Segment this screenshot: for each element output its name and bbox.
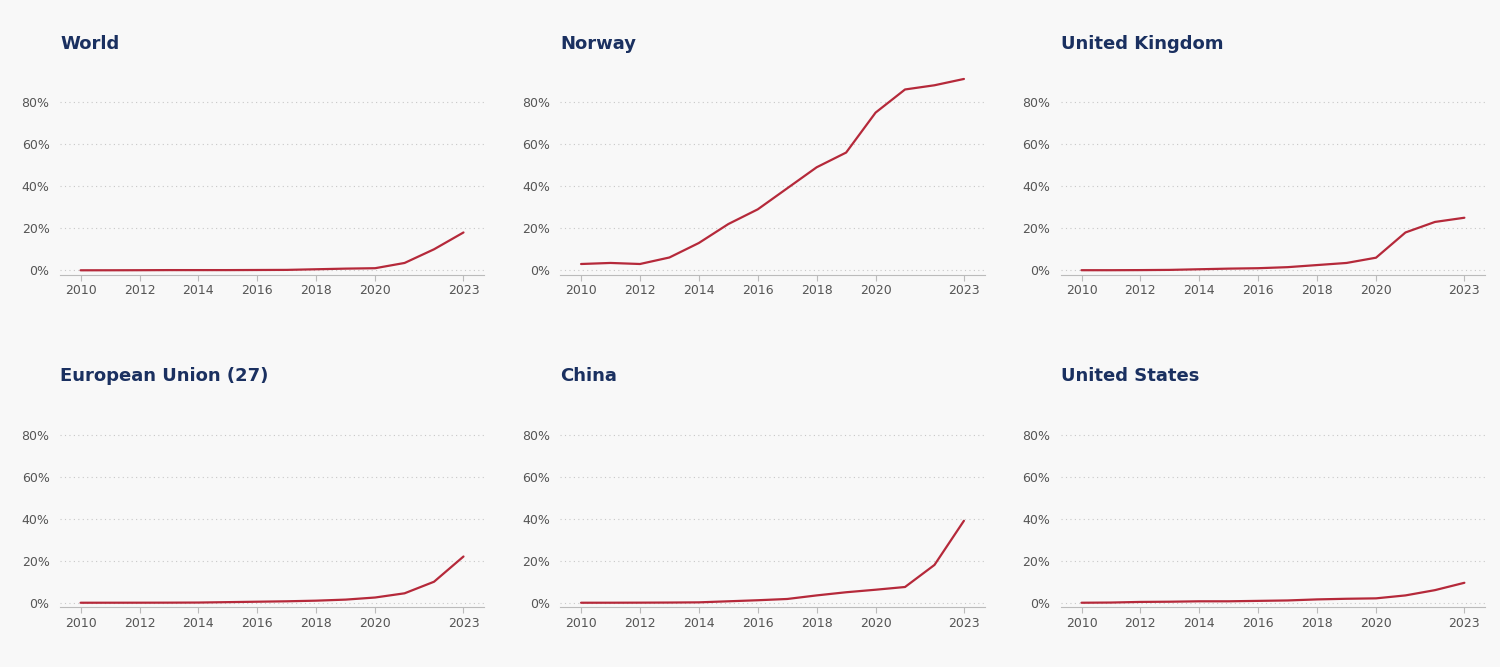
Text: European Union (27): European Union (27) — [60, 368, 268, 386]
Text: Norway: Norway — [561, 35, 636, 53]
Text: United Kingdom: United Kingdom — [1060, 35, 1224, 53]
Text: China: China — [561, 368, 618, 386]
Text: World: World — [60, 35, 120, 53]
Text: United States: United States — [1060, 368, 1200, 386]
